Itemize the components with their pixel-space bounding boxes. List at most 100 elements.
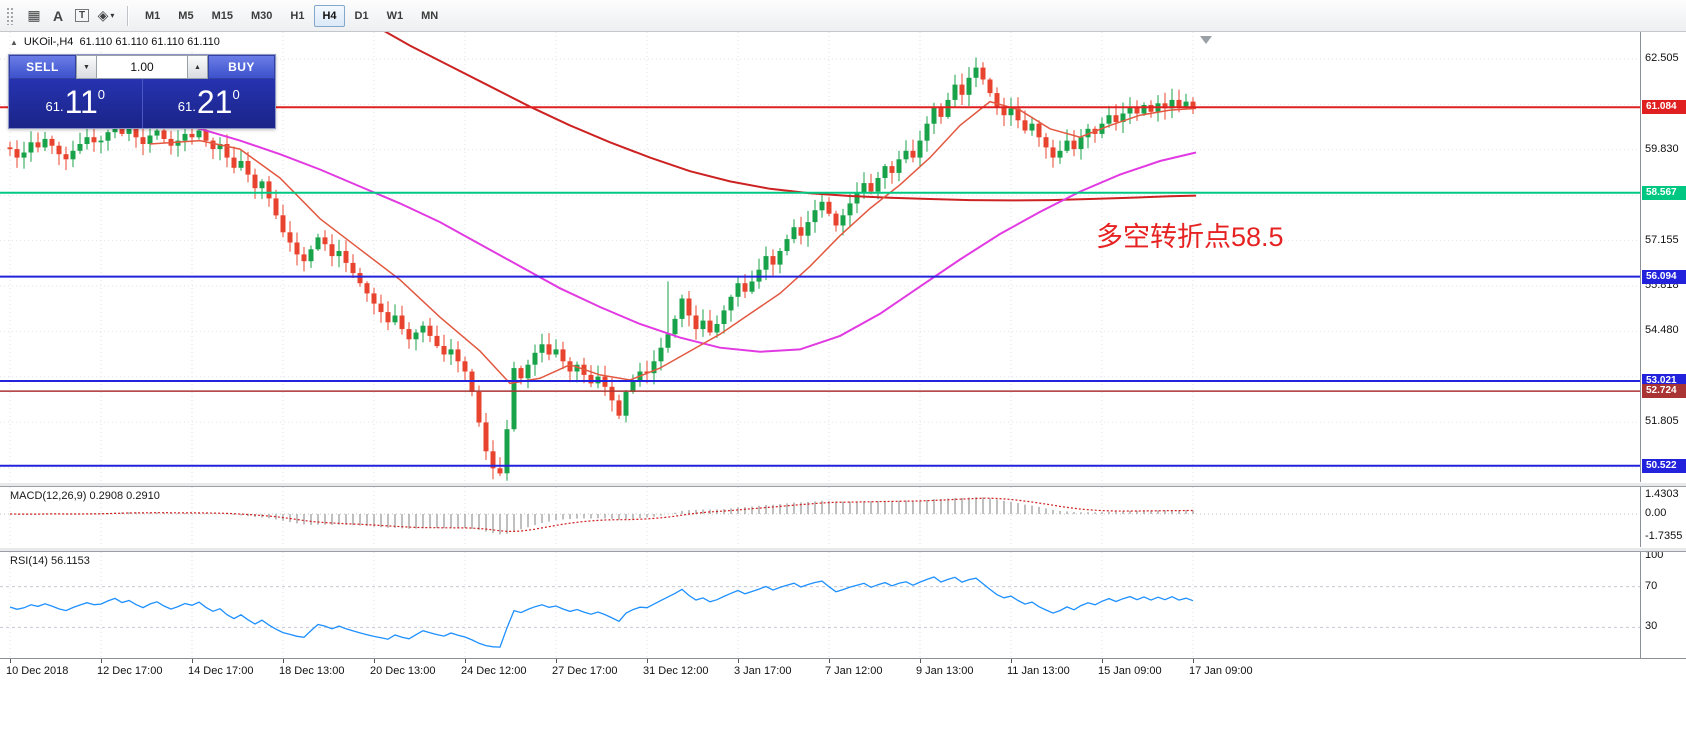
time-axis-label: 7 Jan 12:00 (825, 665, 883, 677)
time-axis-label: 11 Jan 13:00 (1007, 665, 1070, 677)
timeframe-h4[interactable]: H4 (314, 4, 345, 27)
rsi-axis-label: 30 (1645, 620, 1658, 633)
one-click-price-display: 61. 11 0 61. 21 0 (9, 79, 275, 128)
time-tick (283, 659, 284, 663)
one-click-collapse-icon[interactable]: ▲ (10, 37, 18, 47)
toolbar-drag-handle[interactable] (6, 6, 15, 25)
time-axis-label: 18 Dec 13:00 (279, 665, 345, 677)
sell-button[interactable]: SELL (9, 55, 76, 79)
time-axis-label: 20 Dec 13:00 (370, 665, 436, 677)
price-axis[interactable]: 62.505 59.830 57.155 55.818 54.480 51.805 61.0… (1640, 32, 1686, 658)
rsi-label: RSI(14) 56.1153 (10, 555, 90, 567)
volume-decrease-button[interactable]: ▼ (76, 55, 97, 79)
one-click-trading-panel: SELL ▼ ▲ BUY 61. 11 0 61. 21 0 (8, 54, 276, 129)
price-tag: 52.724 (1642, 384, 1686, 399)
dropdown-caret-icon: ▾ (110, 11, 115, 20)
timeframe-group: M1 M5 M15 M30 H1 H4 D1 W1 MN (137, 4, 446, 27)
chart-title: UKOil-,H4 (23, 36, 74, 48)
rsi-chart (0, 552, 1640, 658)
time-axis-label: 9 Jan 13:00 (916, 665, 974, 677)
price-tag: 58.567 (1642, 185, 1686, 200)
time-tick (647, 659, 648, 663)
chart-ohlc: 61.110 61.110 61.110 61.110 (79, 36, 220, 48)
timeframe-w1[interactable]: W1 (379, 5, 412, 27)
price-axis-label: 54.480 (1645, 324, 1679, 337)
time-tick (101, 659, 102, 663)
sell-price-big: 11 (64, 84, 98, 120)
rsi-axis-label: 100 (1645, 549, 1664, 561)
toolbar: ▦ A T ◈ ▾ M1 M5 M15 M30 H1 H4 D1 W1 MN (0, 0, 1686, 32)
time-tick (1193, 659, 1194, 663)
indicators-icon[interactable]: ◈ ▾ (97, 7, 115, 23)
time-tick (1102, 659, 1103, 663)
time-axis[interactable]: 10 Dec 2018 12 Dec 17:00 14 Dec 17:00 18 De… (0, 658, 1686, 731)
font-icon[interactable]: A (52, 7, 64, 24)
volume-input[interactable] (97, 55, 187, 79)
panel-separator[interactable] (0, 547, 1686, 552)
timeframe-m15[interactable]: M15 (204, 5, 241, 27)
ma-fast-line (149, 100, 1197, 385)
time-axis-label: 10 Dec 2018 (6, 665, 69, 677)
time-tick (829, 659, 830, 663)
buy-price-big: 21 (196, 84, 233, 120)
buy-button[interactable]: BUY (208, 55, 275, 79)
time-tick (192, 659, 193, 663)
timeframe-d1[interactable]: D1 (347, 5, 377, 27)
time-tick (738, 659, 739, 663)
price-axis-label: 51.805 (1645, 415, 1679, 428)
macd-panel[interactable]: MACD(12,26,9) 0.2908 0.2910 (0, 487, 1640, 547)
time-axis-label: 15 Jan 09:00 (1098, 665, 1162, 677)
time-tick (374, 659, 375, 663)
sell-price-sup: 0 (97, 87, 106, 102)
time-axis-label: 3 Jan 17:00 (734, 665, 792, 677)
ma-slow-line (383, 32, 1197, 202)
time-tick (920, 659, 921, 663)
time-axis-label: 12 Dec 17:00 (97, 665, 163, 677)
text-label-icon[interactable]: T (70, 4, 94, 28)
sell-price-prefix: 61. (45, 99, 64, 114)
timeframe-m30[interactable]: M30 (243, 5, 280, 27)
main-chart-panel[interactable]: ▲ UKOil-,H4 61.110 61.110 61.110 61.110 … (0, 32, 1640, 482)
time-axis-label: 31 Dec 12:00 (643, 665, 709, 677)
time-axis-label: 14 Dec 17:00 (188, 665, 254, 677)
price-axis-label: 62.505 (1645, 51, 1679, 64)
time-axis-label: 17 Jan 09:00 (1189, 665, 1253, 677)
chart-symbol-header: ▲ UKOil-,H4 61.110 61.110 61.110 61.110 (10, 36, 220, 48)
price-tag: 50.522 (1642, 458, 1686, 473)
ma-mid-line (149, 117, 1197, 353)
toolbar-icons: ▦ A T ◈ ▾ (22, 4, 118, 28)
timeframe-m5[interactable]: M5 (170, 5, 201, 27)
timeframe-mn[interactable]: MN (413, 5, 446, 27)
time-tick (556, 659, 557, 663)
buy-price-sup: 0 (232, 87, 240, 102)
volume-increase-button[interactable]: ▲ (187, 55, 208, 79)
rsi-panel[interactable]: RSI(14) 56.1153 (0, 552, 1640, 658)
price-axis-label: 57.155 (1645, 233, 1679, 246)
time-axis-label: 24 Dec 12:00 (461, 665, 527, 677)
chart-shift-marker (1200, 36, 1212, 44)
rsi-axis-label: 70 (1645, 579, 1658, 592)
price-tag: 61.084 (1642, 100, 1686, 115)
sell-price[interactable]: 61. 11 0 (9, 79, 142, 128)
price-tag: 56.094 (1642, 269, 1686, 284)
candlestick-chart[interactable] (0, 32, 1640, 482)
timeframe-h1[interactable]: H1 (282, 5, 312, 27)
grid-icon[interactable]: ▦ (27, 7, 41, 23)
toolbar-separator (127, 5, 128, 26)
time-tick (465, 659, 466, 663)
time-tick (1011, 659, 1012, 663)
time-axis-label: 27 Dec 17:00 (552, 665, 618, 677)
timeframe-m1[interactable]: M1 (137, 5, 168, 27)
price-axis-label: 59.830 (1645, 142, 1679, 155)
macd-axis-label: 0.00 (1645, 507, 1667, 519)
macd-label: MACD(12,26,9) 0.2908 0.2910 (10, 490, 160, 502)
macd-axis-label: -1.7355 (1645, 529, 1683, 542)
one-click-order-row: SELL ▼ ▲ BUY (9, 55, 275, 79)
chart-annotation-text: 多空转折点58.5 (1096, 222, 1284, 252)
buy-price-prefix: 61. (177, 99, 196, 114)
panel-separator[interactable] (0, 482, 1686, 487)
time-tick (10, 659, 11, 663)
macd-chart (0, 487, 1640, 547)
buy-price[interactable]: 61. 21 0 (141, 79, 276, 128)
